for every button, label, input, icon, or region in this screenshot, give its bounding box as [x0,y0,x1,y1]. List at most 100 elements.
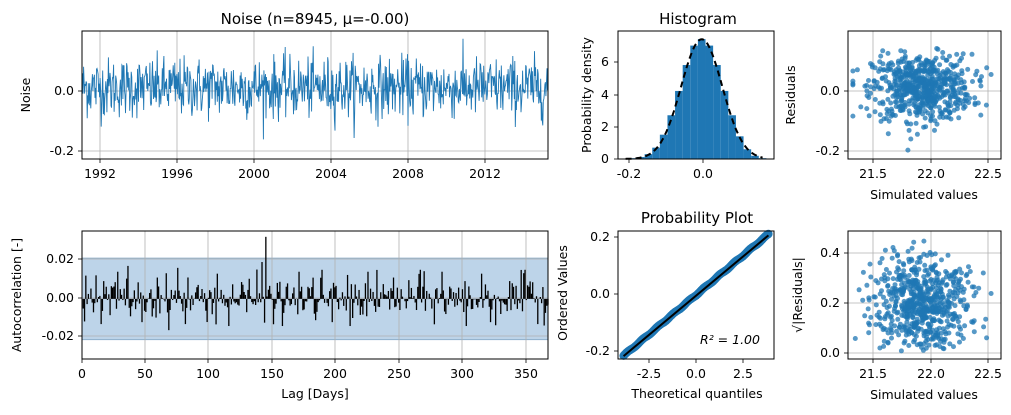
sqrt-residuals-point [924,346,929,351]
residuals-point [973,102,978,107]
sqrt-residuals-point [927,325,932,330]
sqrt-residuals-point [876,280,881,285]
sqrt-residuals-point [906,308,911,313]
sqrt-residuals-point [931,316,936,321]
residuals-xlabel: Simulated values [870,187,978,202]
sqrt-residuals-point [901,261,906,266]
sqrt-residuals-point [935,295,940,300]
residuals-point [873,97,878,102]
residuals-point [876,69,881,74]
histogram-ylabel: Probability density [579,36,594,152]
residuals-point [884,79,889,84]
residuals-point [956,115,961,120]
histogram-xtick: 0.0 [693,166,713,181]
sqrt-residuals-point [868,275,873,280]
sqrt-residuals-point [972,329,977,334]
sqrt-residuals-point [891,276,896,281]
residuals-point [914,58,919,63]
histogram-bar [683,65,691,159]
sqrt-residuals-ytick: 0.2 [820,295,840,310]
residuals-ylabel: Residuals [783,65,798,124]
residuals-point [937,62,942,67]
sqrt-residuals-point [941,346,946,351]
residuals-point [923,124,928,129]
histogram-bar [690,46,698,159]
residuals-point [886,109,891,114]
sqrt-residuals-point [899,348,904,353]
residuals-point [913,70,918,75]
probability-plot-title: Probability Plot [641,209,753,227]
sqrt-residuals-point [922,333,927,338]
residuals-point [944,58,949,63]
sqrt-residuals-point [889,336,894,341]
sqrt-residuals-point [896,332,901,337]
sqrt-residuals-point [953,271,958,276]
residuals-ytick: 0.0 [820,83,840,98]
residuals-point [858,104,863,109]
sqrt-residuals-point [984,335,989,340]
sqrt-residuals-point [921,239,926,244]
sqrt-residuals-point [882,326,887,331]
sqrt-residuals-point [881,295,886,300]
sqrt-residuals-point [958,298,963,303]
residuals-point [886,131,891,136]
residuals-point [970,52,975,57]
residuals-point [950,93,955,98]
residuals-point [867,113,872,118]
sqrt-residuals-point [873,295,878,300]
sqrt-residuals-point [910,258,915,263]
residuals-point [948,110,953,115]
sqrt-residuals-point [862,313,867,318]
sqrt-residuals-point [874,302,879,307]
sqrt-residuals-point [965,304,970,309]
residuals-point [978,84,983,89]
sqrt-residuals-ylabel: √|Residuals| [790,257,805,333]
sqrt-residuals-point [906,279,911,284]
sqrt-residuals-ytick: 0.0 [820,345,840,360]
residuals-point [891,87,896,92]
residuals-point [864,83,869,88]
sqrt-residuals-point [900,292,905,297]
sqrt-residuals-point [890,318,895,323]
residuals-point [963,104,968,109]
sqrt-residuals-point [983,317,988,322]
sqrt-residuals-point [931,278,936,283]
sqrt-residuals-point [882,272,887,277]
residuals-point [880,100,885,105]
sqrt-residuals-point [945,319,950,324]
sqrt-residuals-point [893,304,898,309]
noise-xtick: 2004 [315,166,347,181]
residuals-xtick: 22.5 [974,166,1002,181]
sqrt-residuals-point [907,328,912,333]
probability-plot-xtick: 0.0 [686,366,706,381]
sqrt-residuals-point [945,282,950,287]
residuals-point [909,75,914,80]
residuals-point [882,116,887,121]
residuals-point [908,137,913,142]
autocorrelation-xtick: 50 [137,366,153,381]
sqrt-residuals-point [918,294,923,299]
residuals-point [917,63,922,68]
sqrt-residuals-point [941,326,946,331]
sqrt-residuals-point [893,287,898,292]
sqrt-residuals-point [939,257,944,262]
residuals-point [928,105,933,110]
sqrt-residuals-point [894,293,899,298]
sqrt-residuals-point [883,248,888,253]
autocorrelation-ytick: 0.00 [46,290,74,305]
sqrt-residuals-point [953,303,958,308]
residuals-point [850,83,855,88]
residuals-point [928,113,933,118]
sqrt-residuals-point [922,263,927,268]
residuals-point [970,79,975,84]
residuals-point [959,68,964,73]
residuals-point [903,92,908,97]
sqrt-residuals-point [873,322,878,327]
residuals-point [899,97,904,102]
residuals-point [907,61,912,66]
residuals-point [908,67,913,72]
sqrt-residuals-point [970,284,975,289]
sqrt-residuals-point [919,303,924,308]
sqrt-residuals-point [950,293,955,298]
residuals-point [901,59,906,64]
